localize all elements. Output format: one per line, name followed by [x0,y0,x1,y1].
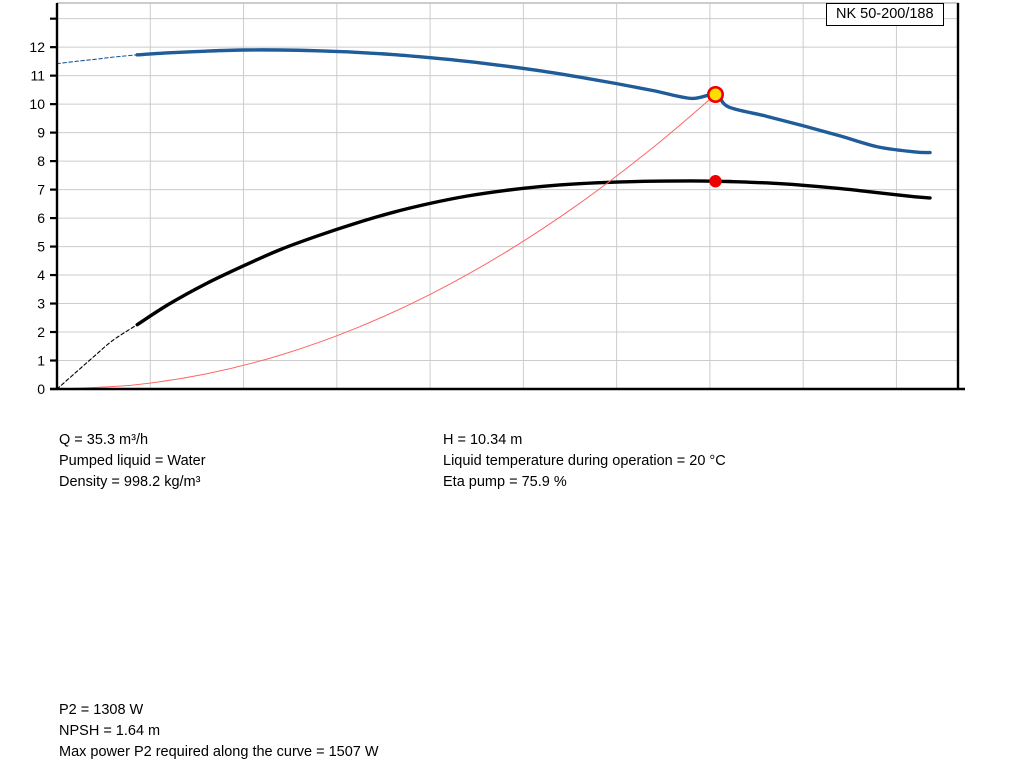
plot-area [56,2,959,390]
curve [135,179,932,327]
y-axis-left-tick-label: 9 [37,125,45,141]
info-p2: P2 = 1308 W [59,702,144,718]
y-axis-left-tick-label: 0 [37,381,45,397]
curve [56,54,138,65]
y-axis-left-tick-label: 2 [37,324,45,340]
info-pumped-liquid: Pumped liquid = Water [59,453,206,469]
duty-info-column-2: H = 10.34 m Liquid temperature during op… [443,430,726,493]
pump-model-title-box: NK 50-200/188 [826,3,944,26]
curve [56,324,138,390]
y-axis-left-tick-label: 6 [37,210,45,226]
curve [56,93,716,390]
info-npsh: NPSH = 1.64 m [59,723,161,739]
y-axis-left-tick-label: 1 [37,353,45,369]
gridlines-horizontal [57,18,958,362]
axes [50,3,965,391]
y-axis-left-tick-label: 7 [37,182,45,198]
data-series-group [56,48,932,390]
head-duty-point[interactable] [706,85,724,103]
y-axis-left-tick-label: 4 [37,267,45,283]
curve [135,48,932,155]
y-axis-left-tick-label: 8 [37,153,45,169]
duty-points-group [706,85,724,188]
info-liquid-temperature: Liquid temperature during operation = 20… [443,453,726,469]
efficiency-duty-point[interactable] [709,175,722,188]
power-npsh-chart [0,496,1024,696]
info-q: Q = 35.3 m³/h [59,432,149,448]
info-density: Density = 998.2 kg/m³ [59,474,201,490]
info-h: H = 10.34 m [443,432,523,448]
y-axis-left-tick-label: 3 [37,296,45,312]
y-axis-left-tick-label: 5 [37,239,45,255]
y-axis-left-tick-label: 10 [29,96,45,112]
info-eta-pump: Eta pump = 75.9 % [443,474,567,490]
y-axis-left-tick-label: 12 [29,39,45,55]
y-axis-left-tick-label: 11 [30,68,45,84]
duty-info-column-1: Q = 35.3 m³/h Pumped liquid = Water Dens… [59,430,206,493]
pump-model-label: NK 50-200/188 [836,6,934,22]
info-max-power: Max power P2 required along the curve = … [59,744,379,760]
power-info-block: P2 = 1308 W NPSH = 1.64 m Max power P2 r… [59,700,379,763]
